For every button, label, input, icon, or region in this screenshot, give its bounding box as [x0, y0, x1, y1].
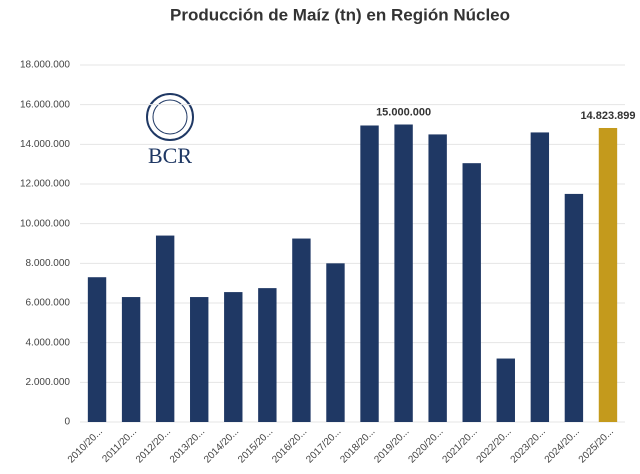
bar — [564, 193, 584, 422]
bar — [360, 125, 379, 422]
bar — [190, 297, 209, 422]
chart-title: Producción de Maíz (tn) en Región Núcleo — [170, 5, 510, 24]
logo-seal — [146, 93, 194, 141]
y-tick-label: 0 — [64, 417, 70, 428]
bar — [121, 297, 141, 422]
x-tick-label: 2015/20... — [236, 426, 275, 465]
x-tick-label: 2023/20... — [509, 426, 548, 465]
y-tick-label: 8.000.000 — [26, 258, 71, 269]
y-tick-label: 14.000.000 — [20, 139, 70, 150]
y-tick-label: 16.000.000 — [20, 99, 70, 110]
x-tick-label: 2012/20... — [134, 426, 173, 465]
bar — [224, 292, 243, 422]
x-tick-label: 2024/20... — [543, 426, 582, 465]
x-tick-label: 2016/20... — [270, 426, 309, 465]
y-tick-label: 10.000.000 — [20, 218, 70, 229]
x-tick-label: 2017/20... — [304, 426, 343, 465]
bar — [496, 358, 515, 422]
bar — [87, 277, 107, 422]
bar — [462, 163, 481, 423]
bar — [428, 134, 447, 422]
x-tick-label: 2018/20... — [338, 426, 377, 465]
y-tick-label: 18.000.000 — [20, 60, 70, 71]
x-tick-label: 2011/20... — [100, 426, 139, 465]
bar — [598, 127, 618, 422]
x-tick-label: 2010/20... — [66, 426, 105, 465]
y-tick-label: 12.000.000 — [20, 179, 70, 190]
value-label: 15.000.000 — [376, 106, 431, 118]
bar — [258, 288, 277, 422]
logo-text: BCR — [148, 143, 192, 168]
logo: BCR — [146, 93, 194, 168]
value-label: 14.823.899 — [580, 110, 635, 122]
x-tick-label: 2014/20... — [202, 426, 241, 465]
x-tick-label: 2020/20... — [406, 426, 445, 465]
bar — [292, 238, 311, 422]
x-tick-label: 2025/20... — [577, 426, 616, 465]
y-tick-label: 2.000.000 — [26, 377, 71, 388]
logo-seal-inner — [152, 99, 188, 135]
y-tick-label: 4.000.000 — [26, 337, 71, 348]
x-tick-label: 2019/20... — [372, 426, 411, 465]
x-tick-label: 2022/20... — [475, 426, 514, 465]
y-tick-label: 6.000.000 — [26, 298, 71, 309]
bar — [326, 263, 345, 422]
bar — [155, 235, 175, 422]
x-tick-label: 2021/20... — [440, 426, 479, 465]
x-tick-label: 2013/20... — [168, 426, 207, 465]
bar — [394, 124, 413, 422]
bar — [530, 132, 550, 422]
